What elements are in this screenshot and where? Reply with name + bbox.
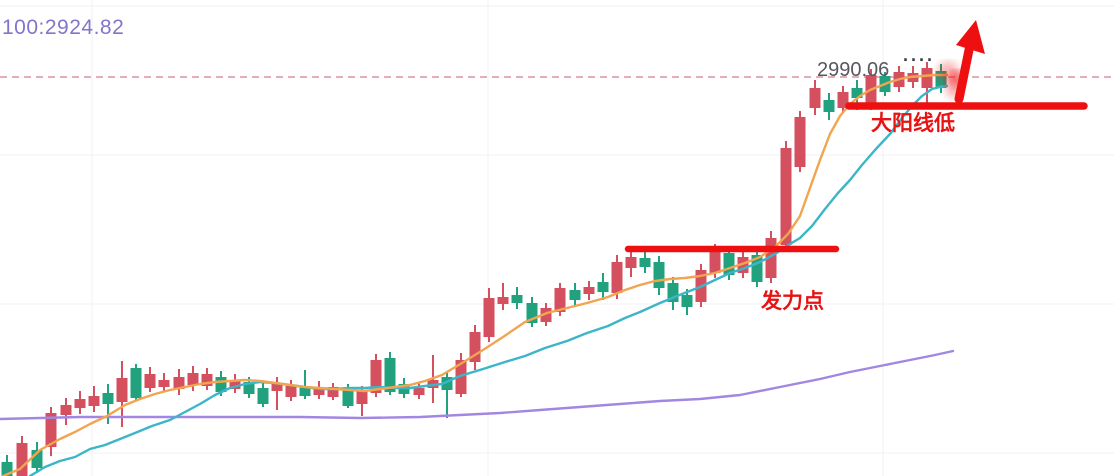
candle-body [597,282,609,292]
candle-body [751,255,763,282]
candle-body [243,382,255,394]
candle-body [823,100,835,112]
candle-body [102,393,114,404]
up-arrow-shaft [954,40,975,104]
candle-body [144,374,156,388]
ma-fast-orange [1,73,949,476]
candle-body [130,368,142,398]
candle-body [667,283,679,302]
candle-body [497,297,509,304]
candle-body [88,396,100,406]
candle-body [511,295,523,303]
candle-body [45,413,57,447]
candle-body [469,332,481,362]
candle-body [583,287,595,294]
candle-body [16,443,28,476]
candle-body [681,295,693,307]
candle-body [1,462,13,476]
candle-body [173,377,185,389]
candle-body [625,257,637,268]
candle-body [413,388,425,395]
ma-slow-purple [0,349,955,421]
candle-body [313,388,325,395]
candle-body [441,377,453,390]
candle-body [455,360,467,394]
candle-body [737,257,749,273]
candle-body [653,262,665,288]
candle-body [158,380,170,387]
candle-body [327,387,339,397]
last-price-label: 2990.06 [817,59,890,81]
up-arrow-head [956,20,985,54]
candle-body [723,253,735,275]
annotation-launch-point-label: 发力点 [761,289,824,313]
ma-mid-cyan [28,84,949,476]
candle-body [285,386,297,397]
price-countdown-dots: ···· [903,50,935,70]
candle-body [483,298,495,337]
candle-body [851,88,863,98]
candle-body [229,380,241,389]
candle-body [384,358,396,392]
candle-body [201,374,213,386]
candle-body [187,373,199,385]
candle-body [31,450,43,468]
candle-body [342,389,354,406]
candle-body [299,386,311,396]
candle-body [611,262,623,293]
ma100-indicator-label: 100:2924.82 [2,16,125,39]
candle-body [526,303,538,323]
candle-body [271,384,283,391]
annotation-big-yang-low-label: 大阳线低 [871,111,955,135]
candle-body [257,388,269,404]
candle-body [116,378,128,402]
candle-body [709,250,721,273]
candle-body [780,148,792,245]
candle-body [356,390,368,404]
candle-body [74,399,86,408]
candle-body [540,308,552,322]
candle-body [215,377,227,392]
candle-body [809,88,821,108]
candle-body [370,360,382,393]
candle-body [60,405,72,415]
candle-body [639,258,651,267]
candle-body [837,92,849,108]
candle-body [921,68,933,88]
candle-body [554,288,566,312]
candle-body [569,290,581,300]
candle-body [794,117,806,167]
candle-body [765,238,777,278]
